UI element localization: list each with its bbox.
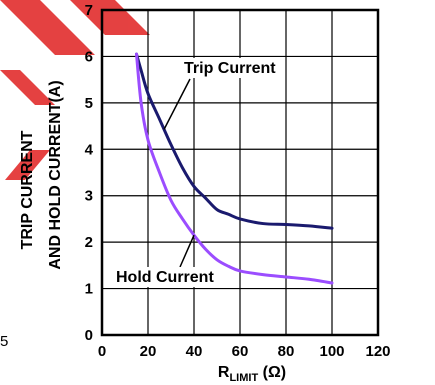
x-tick-label: 80 xyxy=(278,343,295,360)
annotation-label: Trip Current xyxy=(184,60,276,77)
watermark-stripe-2 xyxy=(70,0,150,35)
annotation-label: Hold Current xyxy=(116,269,214,286)
y-tick-label: 2 xyxy=(85,234,93,251)
annotation-leader-line xyxy=(179,234,195,268)
x-axis-label: RLIMIT (Ω) xyxy=(218,364,286,384)
x-tick-label: 40 xyxy=(186,343,203,360)
x-tick-label: 20 xyxy=(140,343,157,360)
y-tick-labels: 0 1 2 3 4 5 6 7 xyxy=(85,2,94,344)
x-tick-label: 100 xyxy=(319,343,344,360)
y-axis-label-line-1: TRIP CURRENT xyxy=(19,130,36,249)
y-tick-label: 5 xyxy=(85,95,93,112)
watermark-stripe-1 xyxy=(0,0,95,55)
y-tick-label: 6 xyxy=(85,48,93,65)
y-tick-label: 4 xyxy=(85,141,94,158)
series-layer xyxy=(135,52,334,285)
y-tick-label: 1 xyxy=(85,281,93,298)
watermark xyxy=(0,0,150,180)
x-tick-label: 0 xyxy=(98,343,106,360)
series-line-trip-current xyxy=(135,52,334,230)
annotation-background xyxy=(181,58,280,78)
x-axis-label-main: R xyxy=(218,364,230,381)
x-tick-labels: 0 20 40 60 80 100 120 xyxy=(98,343,391,360)
y-axis-label-line-2: AND HOLD CURRENT(A) xyxy=(47,80,64,269)
watermark-stripe-4 xyxy=(5,150,50,180)
y-tick-label: 3 xyxy=(85,188,93,205)
plot-frame xyxy=(100,8,380,337)
x-tick-label: 120 xyxy=(365,343,390,360)
x-axis-label-unit: (Ω) xyxy=(263,364,286,381)
left-margin-fragment: 5 xyxy=(0,333,8,350)
series-line-hold-current xyxy=(135,52,334,285)
watermark-stripe-3 xyxy=(0,70,55,105)
annotation-layer: Trip Current Hold Current xyxy=(113,58,280,287)
x-tick-label: 60 xyxy=(232,343,249,360)
annotation-leader-line xyxy=(163,78,191,130)
annotation-background xyxy=(113,267,218,287)
y-tick-label: 7 xyxy=(85,2,93,19)
x-axis-label-subscript: LIMIT xyxy=(229,372,258,384)
y-tick-label: 0 xyxy=(85,327,93,344)
